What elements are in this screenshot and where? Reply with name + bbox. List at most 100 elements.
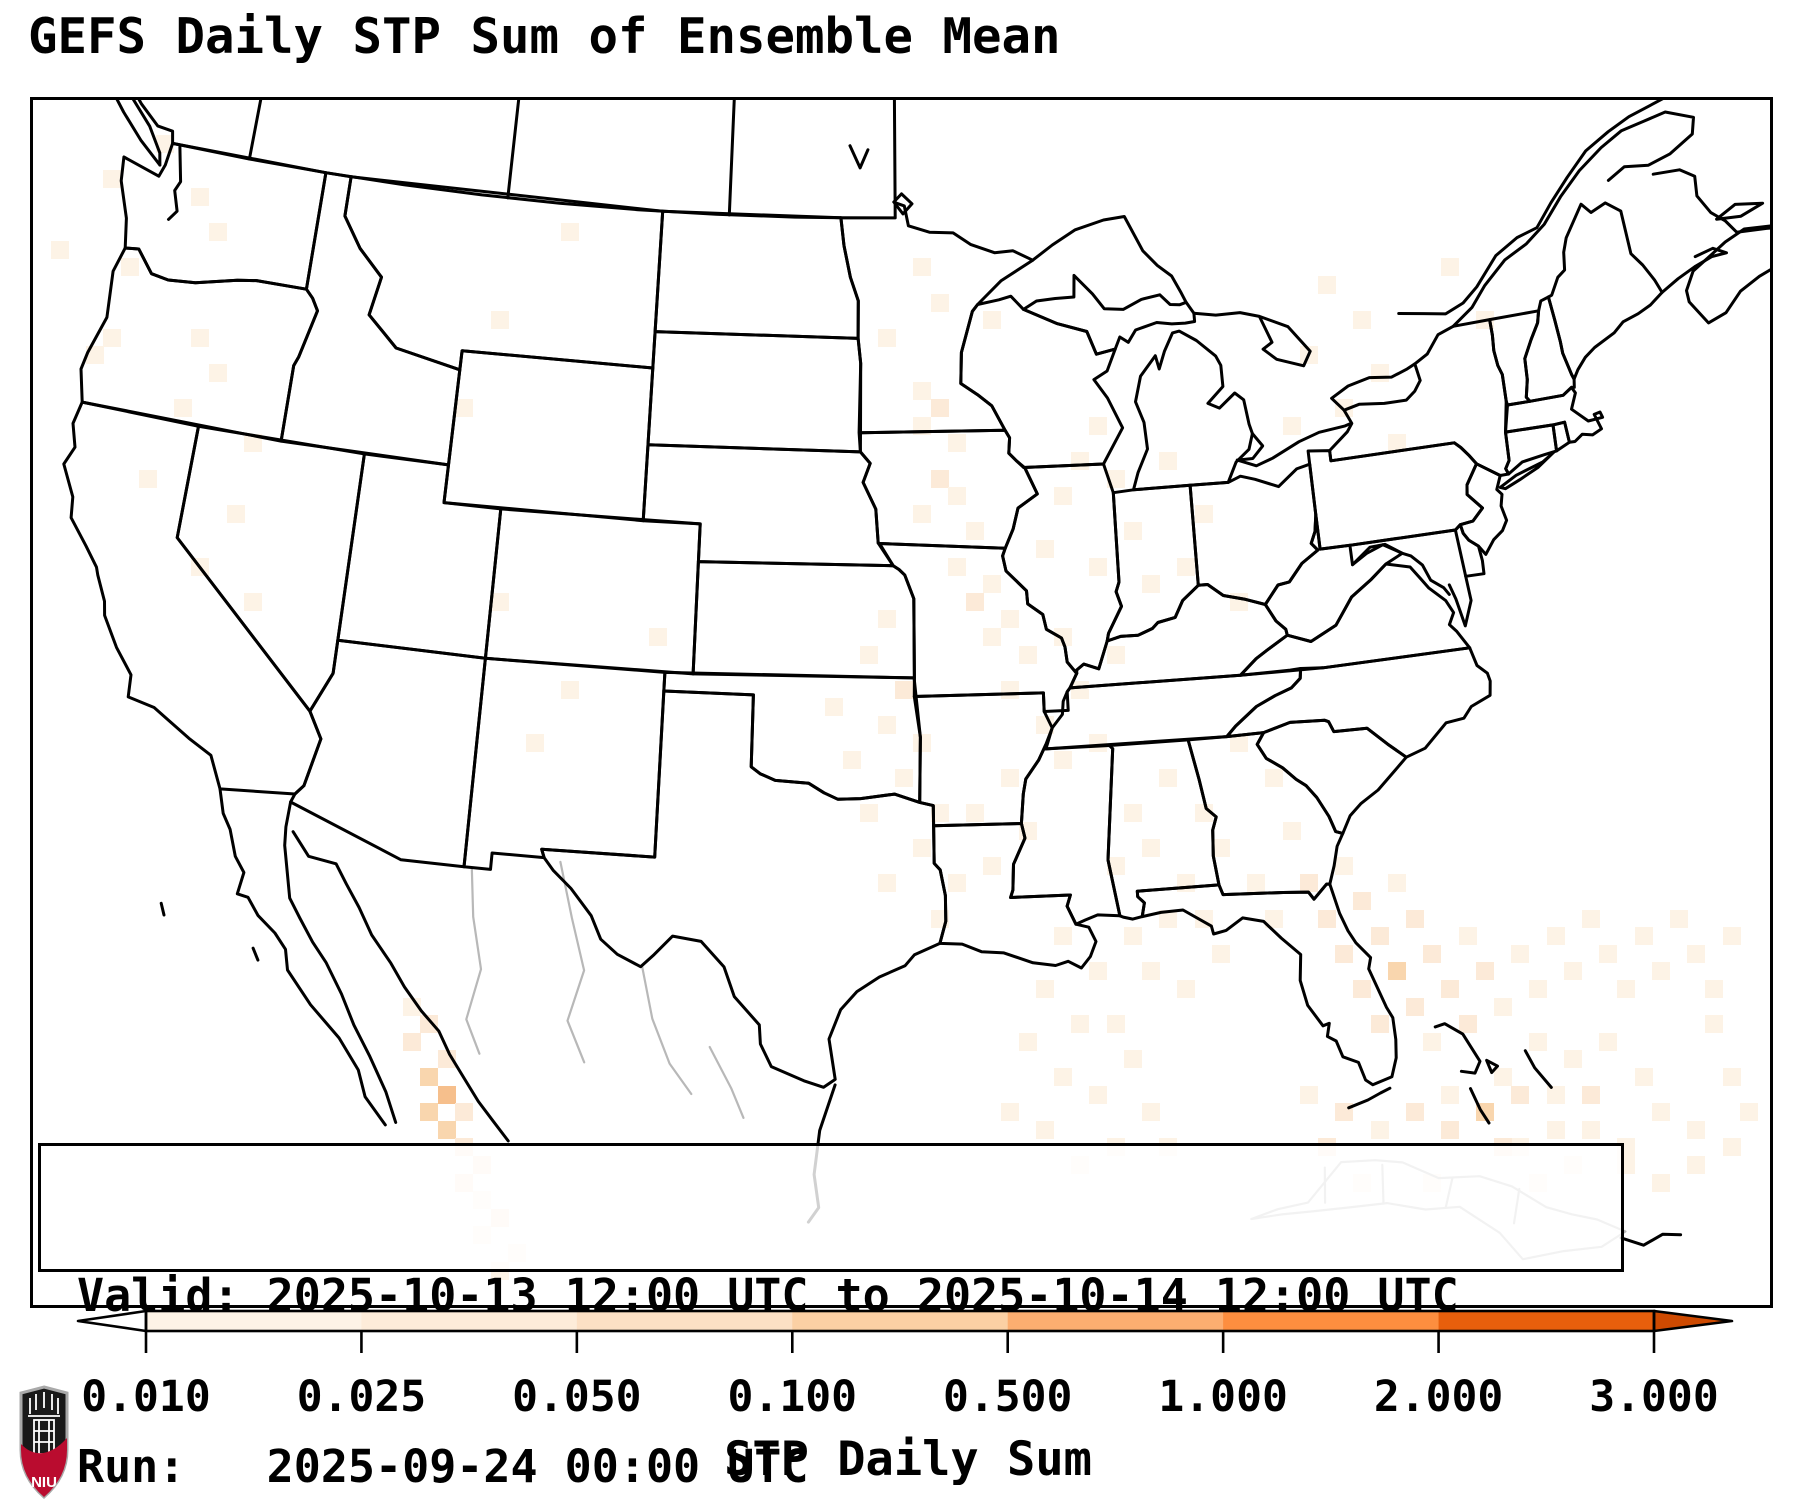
stp-shading-cell <box>983 575 1002 594</box>
stp-shading-cell <box>1053 628 1072 646</box>
stp-shading-cell <box>402 1032 421 1051</box>
stp-shading-cell <box>1687 1120 1706 1139</box>
stp-shading-cell <box>1124 522 1143 541</box>
coastline <box>1685 224 1770 325</box>
state-border <box>1106 738 1221 921</box>
coastline <box>727 100 736 217</box>
run-time-text: Run: 2025-09-24 00:00 UTC <box>77 1440 809 1493</box>
state-border <box>1498 450 1556 491</box>
coastline <box>1451 110 1695 328</box>
state-border <box>1255 718 1408 835</box>
stp-shading-cell <box>1053 1068 1072 1086</box>
stp-shading-cell <box>209 364 227 382</box>
stp-shading-cell <box>561 223 579 242</box>
stp-shading-cell <box>965 522 984 541</box>
stp-shading-cell <box>1546 1120 1565 1139</box>
coastline <box>1351 542 1451 596</box>
state-border <box>1453 523 1486 578</box>
stp-shading-cell <box>895 768 914 787</box>
stp-shading-cell <box>913 504 931 523</box>
stp-shading-cell <box>1546 1085 1565 1104</box>
stp-shading-cell <box>1476 962 1495 981</box>
state-border <box>1132 329 1254 492</box>
state-border <box>1458 462 1509 556</box>
coastline <box>1447 574 1473 628</box>
coastline <box>1397 100 1664 316</box>
state-border <box>442 349 655 523</box>
colorbar-tick-label: 0.500 <box>942 1372 1073 1422</box>
stp-shading-cell <box>525 733 544 752</box>
coastline <box>291 830 510 1143</box>
stp-shading-cell <box>1212 839 1231 858</box>
stp-shading-cell <box>1405 909 1424 928</box>
colorbar-segment <box>146 1311 363 1331</box>
stp-shading-cell <box>420 1068 439 1086</box>
stp-shading-cell <box>1141 962 1160 981</box>
state-border <box>289 638 487 869</box>
stp-shading-cell <box>1212 944 1231 963</box>
stp-shading-cell <box>913 258 931 277</box>
stp-shading-cell <box>1124 1050 1143 1069</box>
state-border <box>959 294 1125 469</box>
stp-shading-cell <box>1001 610 1019 629</box>
colorbar-tick-label: 0.010 <box>81 1372 211 1422</box>
stp-shading-cell <box>1423 944 1442 963</box>
stp-shading-cell <box>1036 540 1055 558</box>
stp-shading-cell <box>1458 927 1477 946</box>
stp-shading-cell <box>1106 645 1125 664</box>
coastline <box>1348 528 1457 547</box>
stp-shading-cell <box>244 592 263 611</box>
stp-shading-cell <box>1423 1032 1442 1051</box>
stp-shading-cell <box>913 733 931 752</box>
stp-shading-cell <box>842 751 861 770</box>
stp-shading-cell <box>1705 1015 1723 1034</box>
stp-shading-cell <box>1053 751 1072 770</box>
stp-shading-cell <box>173 399 192 418</box>
stp-shading-cell <box>1106 1015 1125 1034</box>
coastline <box>1523 1049 1553 1089</box>
stp-shading-cell <box>1599 944 1618 963</box>
stp-shading-cell <box>1652 962 1671 981</box>
coastline <box>892 100 897 205</box>
stp-shading-cell <box>1194 504 1213 523</box>
valid-period-text: Valid: 2025-10-13 12:00 UTC to 2025-10-1… <box>77 1269 1459 1322</box>
stp-shading-cell <box>1089 416 1107 435</box>
stp-shading-cell <box>191 188 210 206</box>
stp-shading-cell <box>226 504 245 523</box>
stp-shading-cell <box>1229 733 1248 752</box>
stp-shading-cell <box>1581 1085 1600 1104</box>
stp-shading-cell <box>437 1085 456 1104</box>
state-border <box>119 141 328 291</box>
stp-shading-cell <box>1652 1103 1671 1122</box>
coastline <box>1192 311 1312 368</box>
coastline <box>1031 215 1188 304</box>
stp-shading-cell <box>948 557 967 576</box>
coastline <box>1433 1022 1482 1075</box>
stp-shading-cell <box>1353 311 1371 330</box>
state-border <box>912 691 1054 828</box>
stp-shading-cell <box>983 856 1002 875</box>
stp-shading-cell <box>420 1103 439 1122</box>
stp-shading-cell <box>1370 1120 1389 1139</box>
state-border <box>1225 646 1492 759</box>
stp-shading-cell <box>877 716 896 734</box>
stp-shading-cell <box>965 804 984 822</box>
stp-shading-cell <box>1335 944 1354 963</box>
stp-shading-cell <box>1441 1085 1459 1104</box>
stp-shading-cell <box>1441 258 1459 277</box>
foreign-border-line <box>559 860 586 1064</box>
stp-shading-cell <box>1669 909 1688 928</box>
stp-shading-cell <box>1529 1032 1547 1051</box>
coastline <box>171 141 843 220</box>
stp-shading-cell <box>1353 892 1371 910</box>
stp-shading-cell <box>1370 927 1389 946</box>
coastline <box>1485 1058 1499 1074</box>
stp-shading-cell <box>1353 980 1371 998</box>
foreign-border-line <box>465 866 483 1055</box>
stp-shading-cell <box>121 258 139 277</box>
colorbar-tick-label: 3.000 <box>1589 1372 1719 1422</box>
stp-shading-cell <box>877 874 896 893</box>
state-border <box>175 424 366 713</box>
stp-shading-cell <box>1634 1068 1653 1086</box>
stp-shading-cell <box>1001 768 1019 787</box>
